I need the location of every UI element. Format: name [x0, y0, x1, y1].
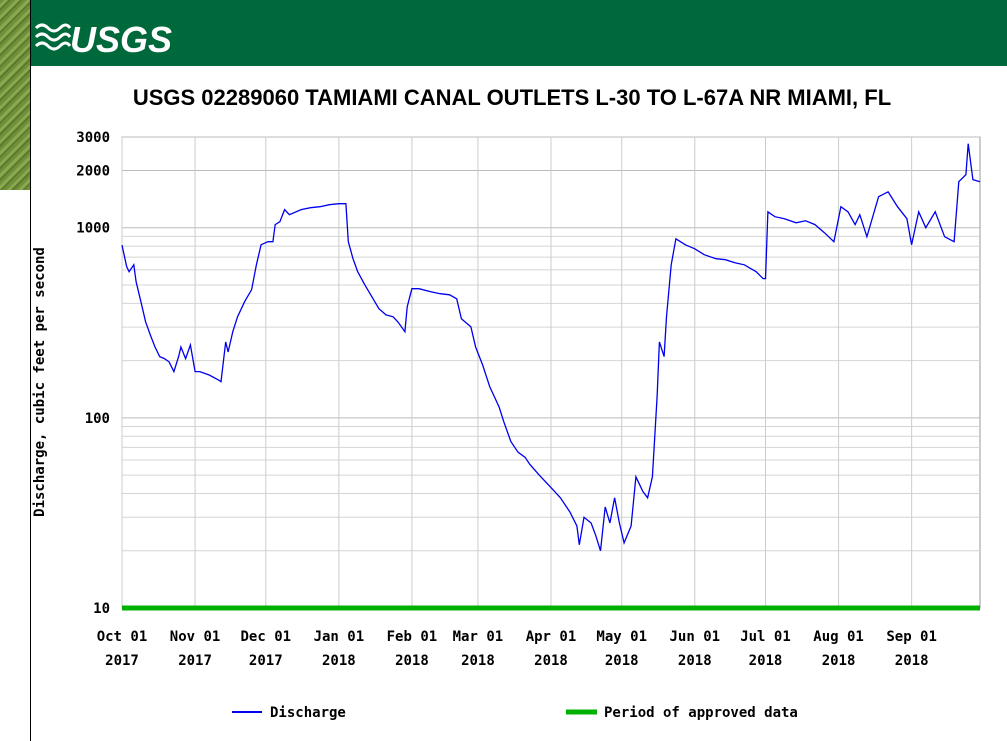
x-tick-year: 2018 [895, 653, 929, 669]
x-tick-label: Apr 01 [526, 629, 577, 645]
x-tick-label: Jun 01 [669, 629, 720, 645]
chart: USGS USGS 02289060 TAMIAMI CANAL OUTLETS… [0, 0, 1007, 741]
header-bar [31, 0, 1007, 66]
legend-label: Discharge [270, 705, 346, 721]
x-tick-year: 2018 [749, 653, 783, 669]
x-tick-label: Jan 01 [314, 629, 365, 645]
x-tick-label: Jul 01 [740, 629, 791, 645]
logo: USGS [70, 19, 172, 60]
y-axis-label: Discharge, cubic feet per second [32, 247, 48, 517]
x-tick-year: 2018 [605, 653, 639, 669]
x-tick-year: 2018 [322, 653, 356, 669]
x-tick-label: Feb 01 [387, 629, 438, 645]
y-tick-label: 1000 [76, 221, 110, 237]
x-tick-label: Sep 01 [886, 629, 937, 645]
x-tick-year: 2018 [678, 653, 712, 669]
x-tick-label: Nov 01 [170, 629, 221, 645]
x-tick-year: 2018 [534, 653, 568, 669]
y-tick-label: 2000 [76, 163, 110, 179]
y-tick-label: 100 [85, 411, 110, 427]
x-tick-year: 2018 [822, 653, 856, 669]
x-tick-year: 2018 [395, 653, 429, 669]
x-tick-label: Dec 01 [240, 629, 291, 645]
x-tick-year: 2017 [249, 653, 283, 669]
x-tick-year: 2017 [178, 653, 212, 669]
x-tick-label: Aug 01 [813, 629, 864, 645]
y-tick-label: 3000 [76, 130, 110, 146]
legend-label: Period of approved data [604, 705, 798, 721]
x-tick-label: Mar 01 [453, 629, 504, 645]
x-tick-label: May 01 [596, 629, 647, 645]
chart-title: USGS 02289060 TAMIAMI CANAL OUTLETS L-30… [133, 85, 891, 110]
x-tick-label: Oct 01 [97, 629, 148, 645]
x-tick-year: 2018 [461, 653, 495, 669]
page: USGS USGS 02289060 TAMIAMI CANAL OUTLETS… [0, 0, 1007, 741]
x-tick-year: 2017 [105, 653, 139, 669]
y-tick-label: 10 [93, 601, 110, 617]
